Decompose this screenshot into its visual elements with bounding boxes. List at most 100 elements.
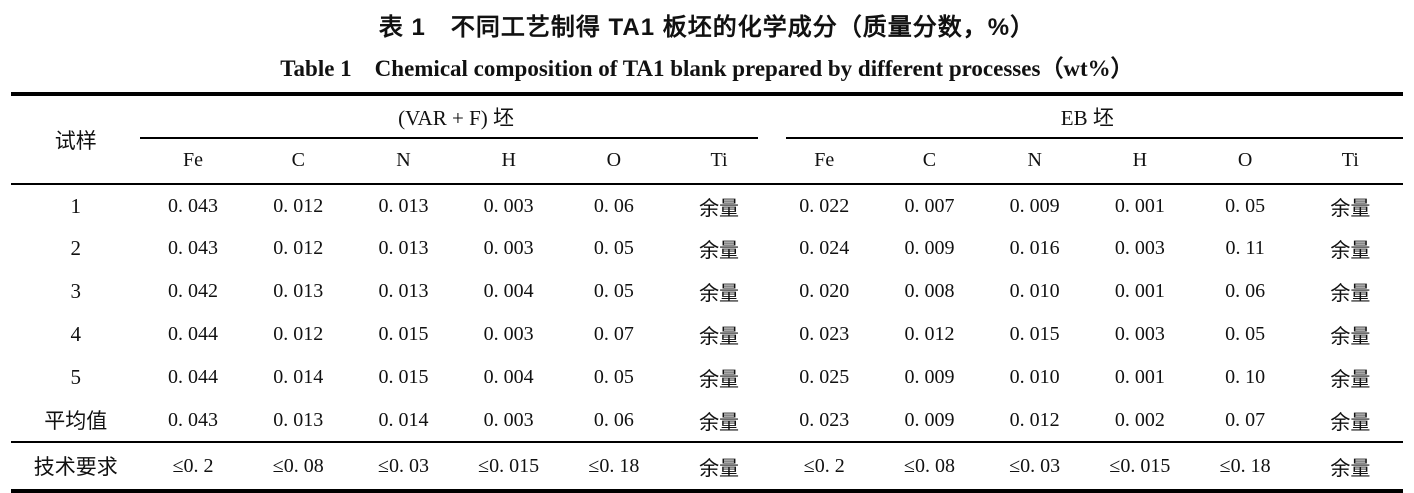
table-row: 4 0. 044 0. 012 0. 015 0. 003 0. 07 余量 0… [11, 313, 1403, 356]
table-cell: 0. 05 [1225, 323, 1266, 345]
table-cell: 余量 [1330, 240, 1371, 262]
table-cell: 0. 004 [483, 280, 534, 302]
column-header-ti: Ti [666, 138, 772, 185]
table-cell: 0. 014 [273, 366, 324, 388]
requirement-section: 技术要求 ≤0. 2 ≤0. 08 ≤0. 03 ≤0. 015 ≤0. 18 … [11, 441, 1403, 491]
group-header-row: 试样 (VAR + F) 坯 EB 坯 [11, 94, 1404, 185]
column-header-fe: Fe [140, 138, 246, 185]
column-header-n: N [982, 138, 1088, 185]
table-row: 3 0. 042 0. 013 0. 013 0. 004 0. 05 余量 0… [11, 270, 1403, 313]
table-row: 平均值 0. 043 0. 013 0. 014 0. 003 0. 06 余量… [11, 399, 1403, 442]
table-cell: 0. 012 [273, 194, 324, 217]
table-cell: 0. 009 [904, 366, 955, 388]
table-cell: 0. 05 [593, 366, 634, 388]
table-cell: 余量 [1330, 197, 1371, 220]
table-body: 1 0. 043 0. 012 0. 013 0. 003 0. 06 余量 0… [11, 184, 1403, 442]
table-cell: 0. 001 [1114, 194, 1165, 217]
table-cell: 0. 003 [483, 323, 534, 345]
table-cell: 0. 05 [593, 280, 634, 302]
table-cell: 0. 012 [273, 323, 324, 345]
table-cell: 0. 009 [1009, 194, 1060, 217]
table-cell: 0. 001 [1114, 366, 1165, 388]
table-cell: 0. 003 [1114, 323, 1165, 345]
table-cell: 余量 [1330, 283, 1371, 305]
table-cell: 余量 [699, 240, 740, 262]
table-cell: 0. 06 [1225, 280, 1266, 302]
table-cell: 0. 06 [593, 408, 634, 431]
table-title-chinese: 表 1 不同工艺制得 TA1 板坯的化学成分（质量分数，%） [378, 14, 1036, 41]
table-cell: ≤0. 2 [771, 441, 877, 491]
table-cell: 0. 012 [1009, 408, 1060, 431]
table-cell: 0. 024 [799, 237, 850, 259]
table-cell: 0. 010 [1009, 366, 1060, 388]
table-cell: 0. 06 [593, 194, 634, 217]
table-cell: 0. 044 [168, 366, 219, 388]
column-header-h: H [1087, 138, 1193, 185]
table-cell: 0. 013 [273, 408, 324, 431]
table-row: 1 0. 043 0. 012 0. 013 0. 003 0. 06 余量 0… [11, 184, 1403, 227]
table-cell: ≤0. 015 [456, 441, 562, 491]
table-cell: 0. 022 [799, 194, 850, 217]
table-cell: 0. 015 [378, 366, 429, 388]
table-cell: ≤0. 18 [561, 441, 667, 491]
table-cell: 0. 043 [168, 237, 219, 259]
row-label: 2 [70, 236, 81, 260]
table-cell: 余量 [1330, 411, 1371, 434]
table-cell: 0. 013 [378, 237, 429, 259]
table-cell: ≤0. 2 [140, 441, 246, 491]
table-cell: 余量 [666, 441, 772, 491]
column-header-h: H [456, 138, 562, 185]
table-cell: 0. 014 [378, 408, 429, 431]
table-cell: 0. 009 [904, 237, 955, 259]
requirement-row: 技术要求 ≤0. 2 ≤0. 08 ≤0. 03 ≤0. 015 ≤0. 18 … [11, 441, 1403, 491]
table-cell: 0. 002 [1114, 408, 1165, 431]
table-cell: 0. 003 [483, 194, 534, 217]
column-header-c: C [876, 138, 983, 185]
table-cell: ≤0. 08 [245, 441, 351, 491]
table-cell: 0. 023 [799, 408, 850, 431]
group-header-eb: EB 坯 [772, 94, 1404, 138]
table-cell: 0. 11 [1225, 237, 1265, 259]
table-cell: 0. 05 [593, 237, 634, 259]
table-cell: 0. 003 [483, 237, 534, 259]
table-cell: 0. 042 [168, 280, 219, 302]
table-cell: ≤0. 03 [350, 441, 457, 491]
table-cell: 0. 012 [273, 237, 324, 259]
table-cell: 0. 004 [483, 366, 534, 388]
table-cell: 余量 [1297, 441, 1403, 491]
table-cell: 0. 043 [168, 194, 219, 217]
table-cell: 0. 05 [1225, 194, 1266, 217]
table-cell: 0. 044 [168, 323, 219, 345]
table-row: 2 0. 043 0. 012 0. 013 0. 003 0. 05 余量 0… [11, 227, 1403, 270]
element-header-row: Fe C N H O Ti Fe C N H O Ti [11, 138, 1403, 185]
row-label: 平均值 [44, 409, 108, 433]
table-cell: 余量 [699, 326, 740, 348]
table-cell: 0. 007 [904, 194, 955, 217]
row-label: 5 [70, 365, 81, 389]
table-cell: 余量 [1330, 369, 1371, 391]
table-title-english: Table 1 Chemical composition of TA1 blan… [280, 56, 1134, 81]
table-cell: 0. 013 [378, 280, 429, 302]
table-cell: 余量 [699, 197, 740, 220]
table-cell: 0. 009 [904, 408, 955, 431]
row-label: 技术要求 [11, 441, 141, 491]
row-label: 1 [70, 193, 81, 218]
row-label: 4 [70, 322, 81, 346]
table-cell: 0. 003 [1114, 237, 1165, 259]
table-cell: 余量 [699, 283, 740, 305]
table-cell: 0. 013 [273, 280, 324, 302]
table-cell: 0. 001 [1114, 280, 1165, 302]
column-header-c: C [245, 138, 351, 185]
table-cell: 0. 013 [378, 194, 429, 217]
table-cell: 余量 [699, 411, 740, 434]
table-cell: ≤0. 015 [1087, 441, 1193, 491]
column-header-o: O [561, 138, 667, 185]
table-cell: 0. 003 [483, 408, 534, 431]
column-header-o: O [1192, 138, 1298, 185]
group-header-var-f: (VAR + F) 坯 [140, 94, 771, 138]
table-cell: ≤0. 03 [982, 441, 1088, 491]
row-label: 3 [70, 279, 81, 303]
table-cell: 0. 012 [904, 323, 955, 345]
table-cell: 0. 020 [799, 280, 850, 302]
